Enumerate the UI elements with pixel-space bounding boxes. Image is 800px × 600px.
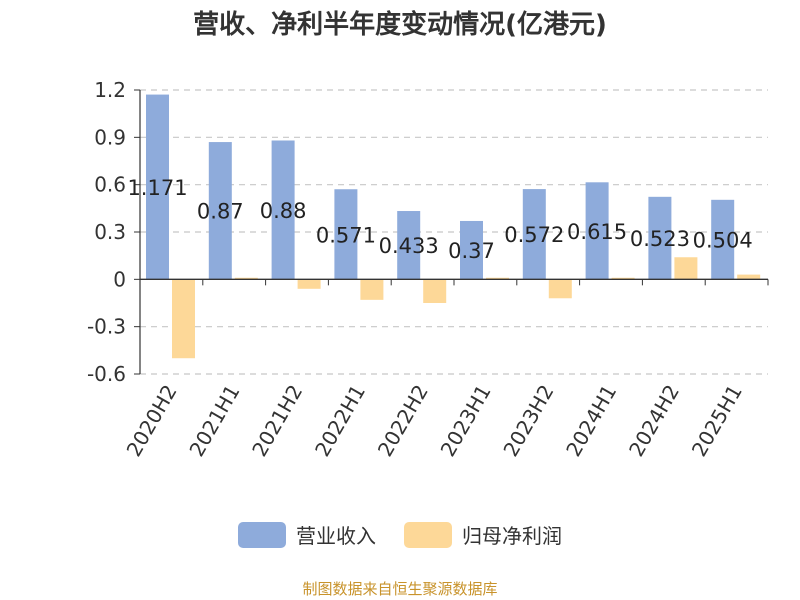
data-label-revenue: 0.571 (316, 223, 376, 247)
data-label-revenue: 0.87 (197, 200, 244, 224)
bar-revenue (146, 94, 169, 280)
y-tick-label: 0.6 (94, 173, 126, 197)
bar-revenue (585, 182, 609, 280)
legend-item-revenue[interactable]: 营业收入 (238, 520, 376, 549)
x-tick-label: 2025H1 (687, 381, 747, 461)
data-label-revenue: 0.504 (693, 229, 753, 253)
bar-revenue (397, 211, 421, 280)
bar-net-profit (548, 279, 572, 299)
x-tick-label: 2022H2 (373, 381, 433, 461)
x-tick-label: 2021H2 (247, 381, 307, 461)
x-tick-label: 2023H2 (498, 381, 558, 461)
data-label-revenue: 0.615 (567, 220, 627, 244)
bar-net-profit (674, 257, 698, 280)
data-label-revenue: 0.88 (260, 199, 307, 223)
data-label-revenue: 0.433 (379, 234, 439, 258)
data-label-revenue: 0.572 (504, 223, 564, 247)
bar-revenue (208, 142, 232, 280)
x-tick-label: 2024H1 (561, 381, 621, 461)
chart-legend: 营业收入 归母净利润 (0, 520, 800, 549)
bar-revenue (711, 199, 735, 280)
bar-net-profit (737, 274, 761, 280)
x-tick-label: 2023H1 (436, 381, 496, 461)
bar-net-profit (423, 279, 447, 303)
bar-revenue (460, 220, 483, 280)
bar-revenue (271, 140, 295, 280)
x-tick-label: 2021H1 (184, 381, 244, 461)
x-tick-label: 2020H2 (122, 381, 182, 461)
data-label-revenue: 0.37 (448, 239, 495, 263)
legend-label-revenue: 营业收入 (296, 524, 376, 548)
y-tick-label: -0.6 (87, 362, 126, 386)
bar-net-profit (172, 279, 195, 359)
bar-net-profit (297, 279, 321, 289)
legend-item-net-profit[interactable]: 归母净利润 (404, 520, 562, 549)
x-tick-label: 2022H1 (310, 381, 370, 461)
chart-title: 营收、净利半年度变动情况(亿港元) (193, 10, 607, 40)
legend-label-net-profit: 归母净利润 (462, 524, 562, 548)
y-tick-label: 0.3 (94, 220, 126, 244)
bar-revenue (648, 196, 672, 280)
y-tick-label: 0 (113, 267, 126, 291)
legend-swatch-revenue (238, 521, 286, 548)
data-label-revenue: 0.523 (630, 227, 690, 251)
data-label-revenue: 1.171 (127, 176, 187, 200)
x-tick-label: 2024H2 (624, 381, 684, 461)
source-note: 制图数据来自恒生聚源数据库 (302, 580, 498, 598)
legend-swatch-net-profit (404, 521, 452, 548)
bar-revenue (522, 189, 546, 280)
bar-revenue (334, 189, 358, 280)
y-tick-label: 0.9 (94, 125, 126, 149)
y-tick-label: -0.3 (87, 315, 126, 339)
bar-net-profit (611, 277, 635, 280)
bar-net-profit (360, 279, 384, 300)
y-tick-label: 1.2 (94, 78, 126, 102)
bar-net-profit (486, 277, 509, 280)
bar-net-profit (234, 277, 258, 280)
